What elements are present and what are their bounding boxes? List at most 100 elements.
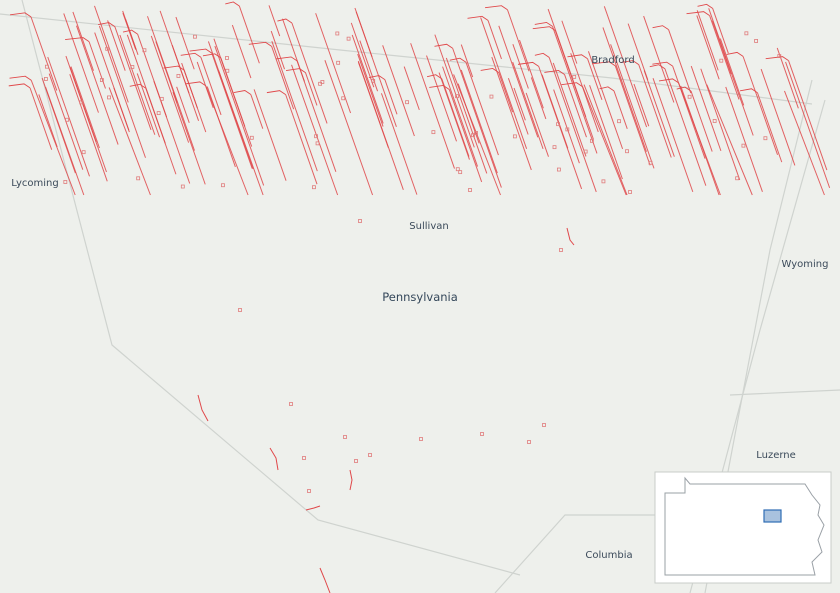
well-lateral (147, 16, 195, 151)
state-label: Pennsylvania (382, 290, 458, 304)
well-lateral (175, 16, 195, 70)
well-path (189, 48, 213, 54)
well-lateral (512, 44, 529, 89)
well-pad (193, 34, 197, 39)
well-pad (741, 143, 746, 148)
well-pad (302, 456, 306, 460)
well-pad (142, 48, 147, 53)
well-path (129, 83, 147, 89)
well-path (266, 90, 286, 96)
well-lateral (538, 66, 583, 190)
well-path (649, 64, 666, 70)
well-path (277, 18, 293, 24)
well-pad (159, 96, 164, 101)
well-lateral (638, 64, 672, 158)
well-pad (105, 46, 110, 51)
well-lateral (122, 12, 137, 50)
well-path (349, 469, 353, 491)
well-path (180, 52, 202, 58)
well-lateral (680, 85, 720, 196)
well-pad (648, 160, 653, 165)
well-lateral (548, 57, 597, 193)
place-label: Bradford (591, 55, 634, 66)
well-path (652, 25, 669, 31)
well-lateral (603, 6, 648, 128)
well-lateral (498, 25, 539, 138)
well-pad (455, 94, 459, 99)
well-pad (735, 176, 740, 181)
well-pad (565, 127, 570, 132)
well-path (426, 74, 443, 80)
well-lateral (270, 30, 286, 70)
well-lateral (70, 66, 100, 149)
well-lateral (107, 20, 126, 71)
place-label: Wyoming (782, 259, 829, 270)
well-pad (687, 94, 692, 99)
well-lateral (94, 32, 130, 131)
well-lateral (690, 90, 713, 152)
well-path (532, 26, 556, 32)
well-lateral (214, 45, 265, 186)
well-lateral (207, 41, 254, 170)
well-path (225, 1, 240, 7)
well-pad (136, 176, 141, 181)
well-lateral (602, 27, 647, 152)
well-lateral (291, 64, 339, 196)
well-lateral (457, 83, 480, 144)
well-lateral (547, 8, 587, 117)
well-lateral (448, 89, 483, 183)
well-lateral (126, 34, 166, 144)
well-lateral (582, 86, 627, 196)
well-lateral (760, 68, 796, 166)
well-path (319, 567, 331, 593)
well-lateral (410, 43, 455, 169)
well-path (686, 11, 710, 17)
well-path (305, 505, 321, 511)
well-path (561, 82, 583, 88)
well-path (163, 65, 185, 71)
well-lateral (719, 38, 745, 106)
well-pad (556, 167, 561, 172)
well-lateral (788, 60, 828, 171)
well-path (185, 81, 207, 87)
well-path (9, 75, 32, 81)
well-path (534, 52, 550, 58)
well-lateral (315, 13, 352, 114)
well-path (591, 61, 616, 67)
well-lateral (136, 73, 161, 138)
well-lateral (403, 66, 420, 111)
well-lateral (587, 51, 624, 150)
well-lateral (587, 58, 603, 100)
well-lateral (643, 15, 675, 103)
well-lateral (512, 61, 544, 150)
well-lateral (784, 90, 825, 196)
well-path (567, 54, 588, 60)
well-pad (336, 60, 341, 65)
well-pad (474, 131, 478, 135)
well-pad (559, 248, 563, 252)
well-lateral (200, 57, 222, 116)
well-pad (455, 167, 460, 172)
well-path (765, 56, 789, 62)
well-lateral (351, 34, 384, 124)
well-lateral (354, 7, 373, 58)
well-path (544, 69, 565, 75)
well-lateral (98, 25, 146, 158)
place-label: Sullivan (409, 221, 448, 232)
well-lateral (498, 72, 514, 113)
well-lateral (29, 87, 53, 150)
well-lateral (525, 92, 549, 157)
well-pad (312, 185, 316, 190)
well-lateral (380, 93, 418, 195)
well-path (467, 15, 489, 21)
well-pad (556, 122, 560, 127)
well-lateral (652, 78, 694, 193)
well-lateral (231, 24, 252, 79)
well-path (726, 51, 744, 57)
well-lateral (491, 56, 532, 171)
well-pad (617, 119, 621, 124)
well-path (285, 68, 306, 73)
well-pad (419, 437, 423, 441)
well-lateral (114, 26, 152, 131)
